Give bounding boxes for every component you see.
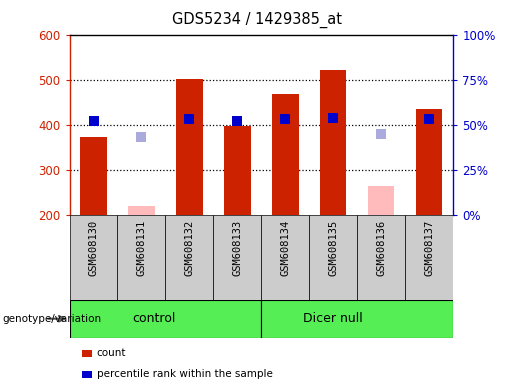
- Bar: [117, 215, 165, 300]
- Bar: [70, 300, 261, 338]
- Bar: [165, 215, 213, 300]
- Text: percentile rank within the sample: percentile rank within the sample: [97, 369, 273, 379]
- Bar: [213, 215, 261, 300]
- Bar: [176, 79, 202, 215]
- Bar: [320, 70, 347, 215]
- Text: GSM608137: GSM608137: [424, 219, 434, 275]
- Text: GSM608130: GSM608130: [89, 219, 98, 275]
- Bar: [357, 215, 405, 300]
- Text: GSM608131: GSM608131: [136, 219, 146, 275]
- Bar: [261, 215, 310, 300]
- Bar: [310, 215, 357, 300]
- Bar: [261, 300, 453, 338]
- Text: GDS5234 / 1429385_at: GDS5234 / 1429385_at: [173, 12, 342, 28]
- Text: Dicer null: Dicer null: [303, 312, 363, 325]
- Text: GSM608132: GSM608132: [184, 219, 195, 275]
- Bar: [405, 215, 453, 300]
- Bar: [416, 109, 442, 215]
- Bar: [80, 137, 107, 215]
- Bar: [272, 94, 299, 215]
- Text: GSM608134: GSM608134: [280, 219, 290, 275]
- Bar: [70, 215, 117, 300]
- Bar: [224, 126, 251, 215]
- Text: count: count: [97, 348, 126, 358]
- Bar: [128, 206, 154, 215]
- Text: GSM608136: GSM608136: [376, 219, 386, 275]
- Text: GSM608133: GSM608133: [232, 219, 243, 275]
- Text: GSM608135: GSM608135: [328, 219, 338, 275]
- Text: genotype/variation: genotype/variation: [3, 314, 101, 324]
- Text: control: control: [132, 312, 175, 325]
- Bar: [368, 186, 394, 215]
